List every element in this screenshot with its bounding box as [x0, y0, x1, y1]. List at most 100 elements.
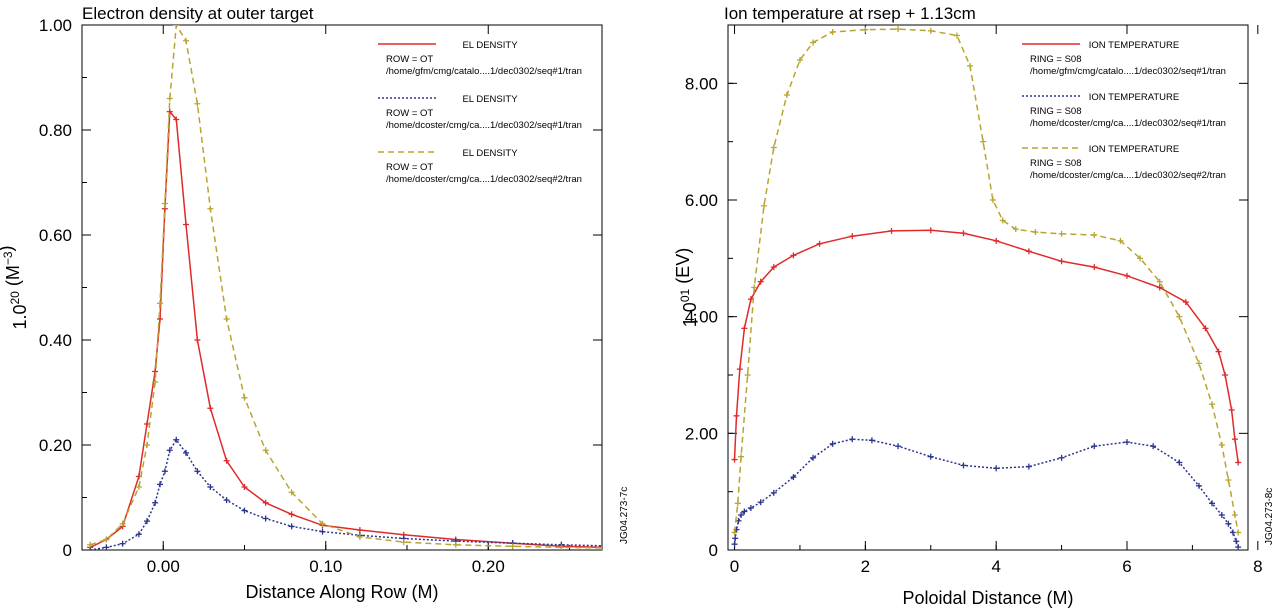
data-point-s1 — [262, 499, 269, 506]
data-point-s2 — [103, 544, 110, 550]
y-tick-label: 0 — [63, 541, 72, 560]
data-point-s2 — [161, 468, 168, 475]
data-point-s2 — [960, 462, 967, 469]
data-point-s1 — [1091, 264, 1098, 271]
data-point-s2 — [173, 436, 180, 443]
legend-sub1-3: ROW = OT — [386, 162, 433, 173]
legend-name-2: EL DENSITY — [462, 94, 518, 105]
data-point-s2 — [868, 437, 875, 444]
data-point-s3 — [783, 92, 790, 98]
chart-title: Ion temperature at rsep + 1.13cm — [724, 4, 976, 23]
data-point-s3 — [262, 447, 269, 454]
plot-frame — [727, 24, 1249, 551]
x-tick-label: 4 — [991, 557, 1000, 576]
data-point-s2 — [1025, 463, 1032, 470]
data-point-s3 — [119, 520, 126, 527]
data-point-s1 — [1025, 248, 1032, 255]
data-point-s3 — [862, 26, 869, 33]
data-point-s1 — [731, 456, 738, 463]
y-tick-label: 0.40 — [39, 331, 72, 350]
data-point-s2 — [152, 499, 159, 506]
data-point-s1 — [888, 227, 895, 234]
data-point-s2 — [1235, 544, 1242, 550]
data-point-s1 — [849, 233, 856, 240]
legend-sub1-1: RING = S08 — [1030, 54, 1081, 65]
data-point-s2 — [241, 507, 248, 514]
data-point-s3 — [87, 541, 94, 548]
data-point-s3 — [161, 200, 168, 207]
legend-name-2: ION TEMPERATURE — [1089, 92, 1179, 103]
x-tick-label: 8 — [1253, 557, 1262, 576]
data-point-s2 — [183, 449, 189, 456]
data-point-s2 — [1229, 529, 1236, 536]
data-point-s1 — [288, 511, 295, 518]
legend-sub1-2: ROW = OT — [386, 108, 433, 119]
x-tick-label: 0 — [730, 557, 739, 576]
data-point-s3 — [1231, 512, 1238, 518]
data-point-s2 — [1176, 459, 1183, 466]
data-point-s3 — [1032, 229, 1039, 236]
data-point-s2 — [144, 518, 150, 525]
data-point-s3 — [810, 39, 817, 46]
data-point-s1 — [816, 240, 823, 247]
data-point-s1 — [770, 264, 777, 271]
data-point-s3 — [999, 217, 1006, 224]
data-point-s2 — [732, 535, 739, 542]
data-point-s3 — [319, 520, 326, 527]
legend-name-1: ION TEMPERATURE — [1089, 40, 1179, 51]
data-point-s2 — [770, 489, 777, 496]
data-point-s1 — [960, 230, 967, 237]
data-point-s1 — [356, 527, 363, 534]
data-point-s1 — [1123, 272, 1130, 279]
data-point-s2 — [1225, 520, 1232, 527]
electron-density-chart: Electron density at outer target 0 0.20 0.4… — [0, 4, 630, 602]
legend-sub2-3: /home/dcoster/cmg/ca....1/dec0302/seq#2/… — [1030, 170, 1226, 181]
data-point-s3 — [1091, 232, 1098, 238]
data-point-s3 — [1137, 255, 1144, 262]
y-tick-label: 0 — [709, 541, 718, 560]
data-point-s1 — [1231, 436, 1238, 443]
data-point-s2 — [157, 481, 163, 488]
data-point-s3 — [135, 484, 142, 490]
data-point-s3 — [183, 37, 189, 44]
data-point-s2 — [1233, 538, 1240, 545]
data-point-s1 — [1202, 325, 1209, 332]
data-point-s1 — [741, 325, 748, 332]
y-tick-label: 8.00 — [685, 74, 718, 93]
data-point-s3 — [400, 539, 407, 546]
data-point-s1 — [733, 412, 740, 419]
x-axis-label: Distance Along Row (M) — [245, 582, 438, 602]
data-point-s2 — [790, 474, 797, 481]
data-point-s2 — [166, 447, 173, 454]
data-point-s2 — [927, 453, 934, 460]
legend-sub1-3: RING = S08 — [1030, 158, 1081, 169]
data-point-s1 — [223, 457, 230, 464]
data-point-s1 — [790, 252, 797, 259]
data-point-s2 — [223, 497, 230, 504]
data-point-s3 — [1012, 226, 1019, 233]
data-point-s3 — [207, 205, 214, 212]
data-point-s2 — [829, 440, 836, 447]
data-point-s1 — [1228, 407, 1235, 413]
data-point-s3 — [1225, 477, 1232, 483]
data-point-s3 — [194, 100, 201, 107]
data-point-s1 — [993, 237, 1000, 244]
data-point-s1 — [194, 337, 201, 343]
chart-title: Electron density at outer target — [82, 4, 314, 23]
data-point-s2 — [288, 523, 295, 530]
legend-sub1-2: RING = S08 — [1030, 106, 1081, 117]
series-line-2 — [733, 438, 1239, 548]
data-point-s2 — [993, 465, 1000, 472]
y-axis-label: 1.020 (M−3) — [0, 245, 30, 329]
data-point-s3 — [288, 489, 295, 496]
data-point-s3 — [980, 138, 987, 145]
data-point-s3 — [558, 544, 565, 550]
data-point-s3 — [989, 197, 996, 203]
legend-name-3: EL DENSITY — [462, 148, 518, 159]
data-point-s3 — [731, 529, 738, 536]
data-point-s3 — [967, 62, 974, 69]
data-point-s3 — [152, 379, 159, 385]
data-point-s2 — [747, 505, 754, 511]
plot-frame — [81, 24, 603, 551]
